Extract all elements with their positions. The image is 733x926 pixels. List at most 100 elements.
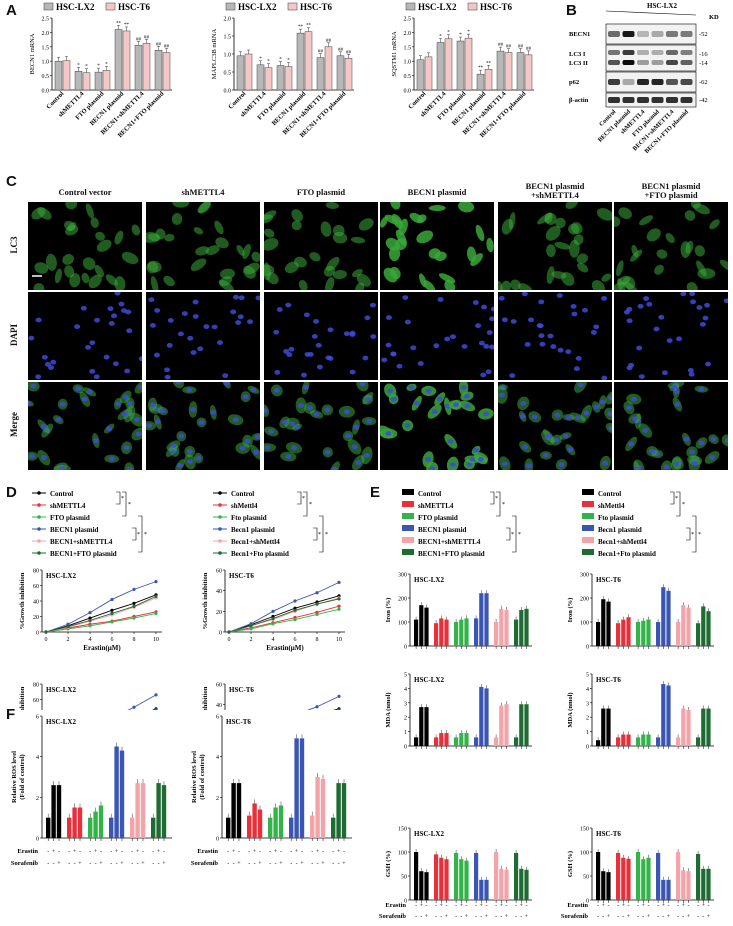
cell-nucleus bbox=[28, 400, 32, 406]
microscopy-column-title: BECN1 plasmid bbox=[407, 187, 467, 197]
cell-nucleus bbox=[691, 461, 698, 467]
sorafenib-label: Sorafenib bbox=[11, 860, 38, 867]
y-axis-label: GSH (%) bbox=[385, 851, 392, 877]
bar bbox=[436, 42, 445, 91]
cell-nucleus bbox=[602, 460, 609, 466]
cell-nucleus bbox=[250, 387, 257, 393]
microscopy-image-merge bbox=[380, 382, 494, 470]
significance-mark: * bbox=[682, 502, 685, 508]
data-point bbox=[154, 580, 158, 584]
blot-frame bbox=[605, 92, 697, 108]
cell-nucleus bbox=[575, 356, 582, 361]
cell-nucleus bbox=[74, 324, 81, 330]
bar bbox=[656, 737, 661, 746]
y-tick-label: 1 bbox=[586, 730, 589, 736]
cell-cytoplasm bbox=[355, 282, 365, 290]
cell-cytoplasm bbox=[163, 275, 175, 287]
y-tick-label: 1.0 bbox=[224, 53, 232, 59]
cell-nucleus bbox=[410, 345, 417, 351]
bar bbox=[504, 610, 509, 646]
sorafenib-sign: - bbox=[682, 914, 684, 920]
sorafenib-sign: - bbox=[116, 861, 118, 867]
sorafenib-sign: + bbox=[237, 861, 241, 867]
erastin-sign: + bbox=[115, 849, 119, 855]
bar bbox=[46, 817, 51, 838]
cell-nucleus bbox=[327, 327, 334, 333]
data-point bbox=[66, 622, 70, 626]
erastin-sign: - bbox=[68, 849, 70, 855]
panel-e-figure: Control shMETTL4 FTO plasmid BECN1 plasmid B… bbox=[379, 489, 714, 920]
cell-cytoplasm bbox=[131, 224, 141, 236]
cell-nucleus bbox=[164, 374, 171, 380]
bar bbox=[331, 817, 336, 838]
cell-nucleus bbox=[607, 411, 612, 417]
cell-cytoplasm bbox=[395, 238, 407, 251]
cell-nucleus bbox=[390, 351, 397, 357]
blot-band bbox=[651, 79, 664, 85]
cell-nucleus bbox=[447, 438, 454, 444]
bar bbox=[666, 685, 671, 746]
cell-nucleus bbox=[696, 305, 703, 310]
sorafenib-sign: - bbox=[275, 861, 277, 867]
y-tick-label: 40 bbox=[216, 589, 222, 595]
bar bbox=[444, 859, 449, 900]
blot-band bbox=[680, 79, 693, 85]
cell-nucleus bbox=[710, 436, 717, 442]
cell-nucleus bbox=[453, 402, 460, 408]
data-point bbox=[337, 580, 341, 584]
bar bbox=[519, 704, 524, 746]
cell-nucleus bbox=[362, 355, 369, 361]
cell-cytoplasm bbox=[646, 228, 661, 242]
bar bbox=[161, 785, 167, 838]
cell-cytoplasm bbox=[434, 251, 447, 262]
erastin-sign: - bbox=[322, 849, 324, 855]
legend-label: BECN1+shMETTL4 bbox=[418, 538, 481, 546]
bar bbox=[114, 29, 123, 91]
bar bbox=[414, 737, 419, 746]
bar bbox=[696, 623, 701, 646]
erastin-sign: + bbox=[440, 903, 444, 909]
bar bbox=[696, 853, 701, 900]
erastin-label: Erastin bbox=[197, 848, 218, 855]
sorafenib-sign: - bbox=[657, 914, 659, 920]
bar bbox=[444, 38, 453, 91]
cell-nucleus bbox=[192, 314, 199, 319]
x-tick-label: 2 bbox=[67, 637, 70, 643]
cell-nucleus bbox=[186, 449, 193, 454]
cell-nucleus bbox=[433, 343, 440, 349]
cell-nucleus bbox=[425, 388, 432, 394]
x-tick-label: 4 bbox=[89, 637, 92, 643]
y-tick-label: 20 bbox=[33, 615, 39, 621]
legend-marker bbox=[37, 515, 41, 519]
blot-label: BECN1 bbox=[569, 31, 590, 38]
bar bbox=[626, 617, 631, 646]
y-tick-label: 0 bbox=[36, 837, 39, 843]
cell-cytoplasm bbox=[350, 236, 366, 244]
sorafenib-sign: - bbox=[95, 861, 97, 867]
significance-mark: * bbox=[85, 65, 88, 70]
cell-cytoplasm bbox=[508, 212, 516, 230]
sorafenib-sign: + bbox=[687, 914, 691, 920]
image-background bbox=[146, 292, 260, 380]
significance-mark: * bbox=[309, 502, 312, 508]
cell-nucleus bbox=[590, 330, 597, 335]
cell-nucleus bbox=[121, 308, 128, 314]
cell-nucleus bbox=[133, 417, 140, 423]
data-point bbox=[66, 624, 70, 629]
cell-nucleus bbox=[223, 382, 230, 386]
cell-nucleus bbox=[666, 338, 673, 343]
cell-nucleus bbox=[573, 366, 580, 372]
bar bbox=[676, 737, 681, 746]
bar bbox=[601, 708, 606, 746]
cell-nucleus bbox=[154, 419, 161, 425]
cell-nucleus bbox=[509, 373, 516, 378]
cell-cytoplasm bbox=[390, 202, 401, 210]
cell-cytoplasm bbox=[561, 272, 575, 286]
cell-nucleus bbox=[661, 370, 668, 376]
y-tick-label: 50 bbox=[583, 875, 589, 881]
erastin-sign: - bbox=[121, 849, 123, 855]
chart-title: HSC-LX2 bbox=[414, 576, 444, 584]
cell-cytoplasm bbox=[146, 232, 160, 243]
cell-nucleus bbox=[192, 299, 199, 305]
erastin-sign: - bbox=[608, 903, 610, 909]
